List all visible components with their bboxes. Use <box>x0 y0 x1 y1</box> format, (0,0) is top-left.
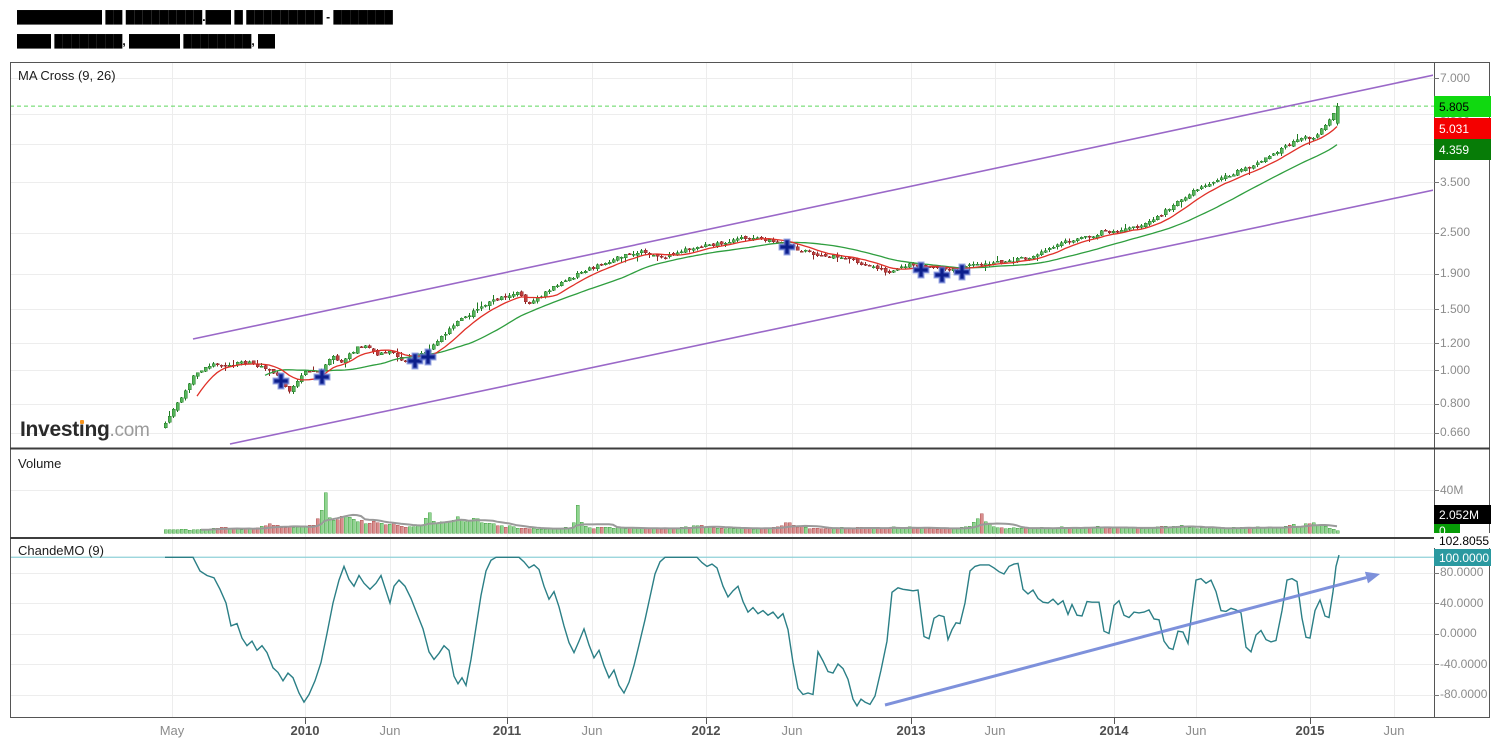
price-tick-label: 0.800 <box>1440 396 1471 411</box>
last-price-badge: 5.805 <box>1434 96 1491 117</box>
ma-cross-marker <box>912 261 930 279</box>
chandemo-line <box>165 554 1340 708</box>
price-tick-label: 1.200 <box>1440 335 1471 350</box>
cross-markers-group <box>272 238 971 390</box>
candles-group <box>163 103 1340 429</box>
indicator-label-volume[interactable]: Volume <box>18 456 62 471</box>
price-tick-label: 2.500 <box>1440 225 1471 240</box>
price-tick-label: 1.900 <box>1440 266 1471 281</box>
ma-cross-marker <box>313 368 331 386</box>
logo-suffix: .com <box>109 420 150 441</box>
price-tick-label: 1.500 <box>1440 301 1471 316</box>
logo-orange-dot-icon <box>80 419 85 424</box>
volume-bars-group <box>163 492 1340 534</box>
window-title: ██████████ ██ █████████.███ █ █████████ … <box>17 10 393 24</box>
price-tick-label: 3.500 <box>1440 174 1471 189</box>
price-tick-label: 7.000 <box>1440 70 1471 85</box>
logo-letter-i: ı <box>78 418 85 441</box>
logo-text-invest: Invest <box>20 418 79 441</box>
channel-upper-line <box>192 74 1433 340</box>
ma-fast-value-badge: 5.031 <box>1434 118 1491 139</box>
time-axis-label: 2012 <box>691 723 721 738</box>
time-axis-label: 2014 <box>1099 723 1129 738</box>
time-axis-label: Jun <box>984 723 1006 738</box>
chandemo-tick-label: -80.0000 <box>1440 687 1488 701</box>
chart-frame <box>10 62 1490 718</box>
ma-cross-marker <box>406 352 424 370</box>
ma-slow-line <box>264 144 1338 376</box>
volume-value-badge: 2.052M <box>1434 505 1491 524</box>
volume-ma-line <box>201 513 1338 531</box>
price-tick-label: 1.000 <box>1440 362 1471 377</box>
ma-cross-marker <box>953 263 971 281</box>
ma-cross-marker <box>778 238 796 256</box>
gridlines <box>10 62 1434 718</box>
chandemo-tick-label: 80.0000 <box>1440 565 1484 579</box>
time-axis-label: 2011 <box>492 723 522 738</box>
indicator-label-chandemo[interactable]: ChandeMO (9) <box>18 543 104 558</box>
price-tick-label: 0.660 <box>1440 425 1471 440</box>
indicator-label-ma-cross[interactable]: MA Cross (9, 26) <box>18 68 116 83</box>
trend-channel[interactable] <box>192 74 1434 445</box>
ma-fast-line <box>196 126 1338 397</box>
chandemo-tick-label: -40.0000 <box>1440 656 1488 671</box>
investing-logo: Investı ng.com <box>20 418 150 442</box>
chandemo-current-value: 102.8055 <box>1434 533 1491 548</box>
time-axis-label: May <box>159 723 185 738</box>
trend-arrow[interactable] <box>884 571 1380 707</box>
volume-tick-label: 40M <box>1440 482 1464 497</box>
chandemo-tick-label: 0.0000 <box>1440 626 1477 640</box>
ma-cross-marker <box>419 348 437 366</box>
time-axis-label: Jun <box>1185 723 1207 738</box>
price-axis[interactable] <box>1434 62 1490 718</box>
chandemo-level-badge: 100.0000 <box>1434 549 1491 566</box>
chart-subtitle: ████ ████████, ██████ ████████, ██ <box>17 34 276 48</box>
time-axis-label: 2013 <box>896 723 926 738</box>
logo-text-ng: ng <box>84 418 110 441</box>
time-axis-label: Jun <box>581 723 603 738</box>
time-axis-label: 2015 <box>1295 723 1325 738</box>
panel-separators[interactable] <box>10 447 1490 539</box>
time-axis-label: Jun <box>1383 723 1405 738</box>
time-axis-label: 2010 <box>290 723 320 738</box>
time-axis-label: Jun <box>379 723 401 738</box>
ma-cross-marker <box>933 266 951 284</box>
chandemo-tick-label: 40.0000 <box>1440 595 1484 610</box>
time-axis-label: Jun <box>781 723 803 738</box>
ma-cross-marker <box>272 372 290 390</box>
ma-slow-value-badge: 4.359 <box>1434 139 1491 160</box>
channel-lower-line <box>229 189 1433 445</box>
time-axis[interactable] <box>10 718 1490 748</box>
